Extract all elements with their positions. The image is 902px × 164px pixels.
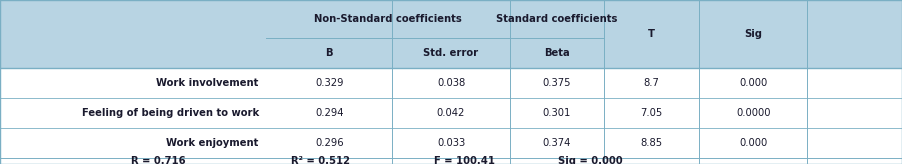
Text: Sig = 0.000: Sig = 0.000 bbox=[558, 156, 623, 164]
Text: Beta: Beta bbox=[544, 48, 570, 58]
Text: Work involvement: Work involvement bbox=[157, 78, 259, 88]
Text: 0.000: 0.000 bbox=[739, 78, 768, 88]
Bar bbox=[0, 158, 902, 164]
Text: Work enjoyment: Work enjoyment bbox=[167, 138, 259, 148]
Text: R = 0.716: R = 0.716 bbox=[131, 156, 185, 164]
Text: 8.85: 8.85 bbox=[640, 138, 663, 148]
Text: 0.301: 0.301 bbox=[543, 108, 571, 118]
Text: 0.296: 0.296 bbox=[315, 138, 344, 148]
Text: R² = 0.512: R² = 0.512 bbox=[290, 156, 350, 164]
Bar bbox=[0, 68, 902, 98]
Text: 0.0000: 0.0000 bbox=[736, 108, 770, 118]
Text: F = 100.41: F = 100.41 bbox=[434, 156, 495, 164]
Text: Sig: Sig bbox=[744, 29, 762, 39]
Text: Standard coefficients: Standard coefficients bbox=[496, 14, 618, 24]
Text: 0.375: 0.375 bbox=[543, 78, 571, 88]
Text: T: T bbox=[649, 29, 655, 39]
Bar bbox=[0, 98, 902, 128]
Text: 0.329: 0.329 bbox=[315, 78, 344, 88]
Text: 0.038: 0.038 bbox=[437, 78, 465, 88]
Text: 0.294: 0.294 bbox=[315, 108, 344, 118]
Text: 0.042: 0.042 bbox=[437, 108, 465, 118]
Text: Std. error: Std. error bbox=[423, 48, 479, 58]
Text: Non-Standard coefficients: Non-Standard coefficients bbox=[314, 14, 462, 24]
Bar bbox=[0, 128, 902, 158]
Text: B: B bbox=[326, 48, 333, 58]
Text: 7.05: 7.05 bbox=[640, 108, 663, 118]
Text: 0.374: 0.374 bbox=[543, 138, 571, 148]
Text: Feeling of being driven to work: Feeling of being driven to work bbox=[81, 108, 259, 118]
Text: 0.033: 0.033 bbox=[437, 138, 465, 148]
Text: 0.000: 0.000 bbox=[739, 138, 768, 148]
Text: 8.7: 8.7 bbox=[644, 78, 659, 88]
